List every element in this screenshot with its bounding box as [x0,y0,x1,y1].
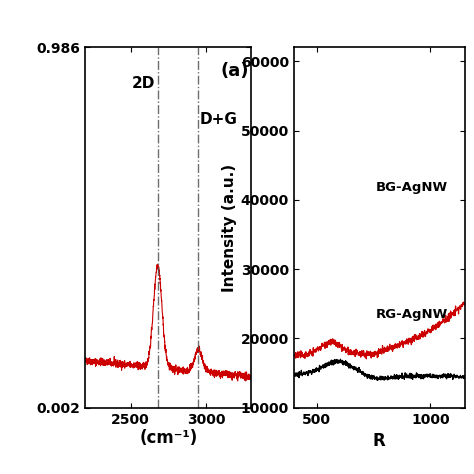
Text: RG-AgNW: RG-AgNW [376,308,448,320]
Text: D+G: D+G [200,112,238,127]
Text: 2D: 2D [132,76,155,91]
Text: BG-AgNW: BG-AgNW [376,182,448,194]
X-axis label: (cm⁻¹): (cm⁻¹) [139,429,197,447]
X-axis label: R: R [373,432,385,450]
Text: (a): (a) [220,62,249,80]
Y-axis label: Intensity (a.u.): Intensity (a.u.) [222,164,237,292]
